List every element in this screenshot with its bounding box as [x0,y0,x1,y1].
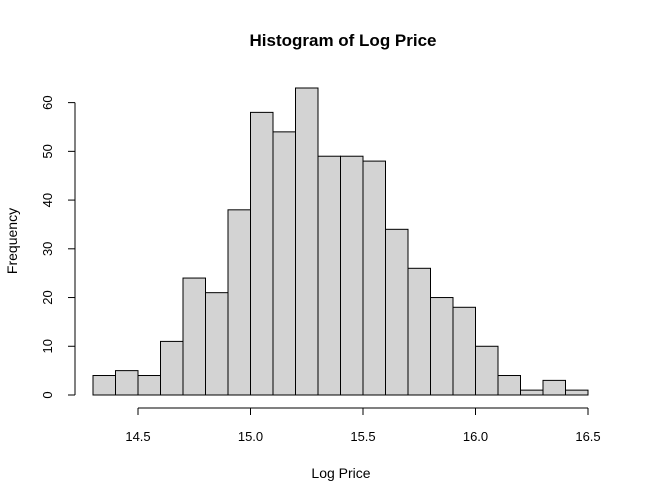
histogram-bar [362,160,386,396]
histogram-bar [115,370,139,396]
histogram-bar [407,267,431,396]
histogram-bar [385,228,409,396]
histogram-bar [520,389,544,396]
y-tick-label: 40 [40,193,55,207]
y-tick-label: 10 [40,339,55,353]
x-tick-label: 16.5 [575,429,600,444]
histogram-bar [497,375,521,396]
x-axis-label: Log Price [311,465,370,481]
histogram-bar [475,345,499,396]
histogram-bar [205,292,229,396]
x-axis: 14.5 15.0 15.5 16.0 16.5 [125,407,601,444]
histogram-bar [565,389,589,396]
histogram-bar [250,111,274,396]
y-tick-label: 20 [40,290,55,304]
histogram-bar [430,297,454,396]
x-tick-label: 16.0 [463,429,488,444]
histogram-bar [227,209,251,396]
y-tick-label: 60 [40,95,55,109]
y-tick-label: 30 [40,242,55,256]
y-tick-label: 0 [40,391,55,398]
y-axis-label: Frequency [4,208,20,274]
x-tick-label: 15.0 [238,429,263,444]
histogram-bar [160,340,184,396]
histogram-bar [452,306,476,396]
histogram-bar [295,87,319,396]
y-axis: 0 10 20 30 40 50 60 [40,95,76,399]
histogram-bar [542,379,566,396]
histogram-bar [317,155,341,396]
histogram-bar [340,155,364,396]
y-tick-label: 50 [40,144,55,158]
histogram-bar [92,375,116,396]
x-tick-label: 14.5 [125,429,150,444]
chart-title: Histogram of Log Price [249,31,436,50]
histogram-bar [137,375,161,396]
histogram-bar [272,131,296,396]
x-tick-label: 15.5 [350,429,375,444]
histogram-bar [182,277,206,396]
bars-group [92,87,589,396]
